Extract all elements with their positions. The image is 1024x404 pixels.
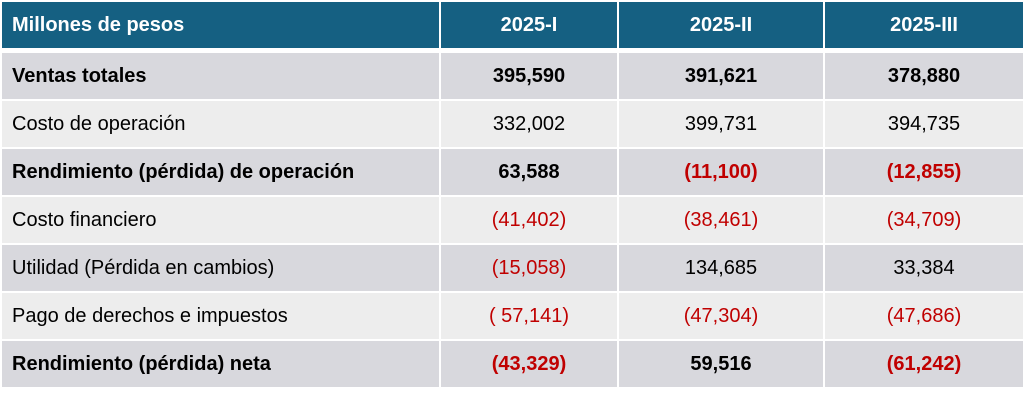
row-value: 33,384: [823, 243, 1023, 291]
row-value: (11,100): [617, 147, 823, 195]
row-value: (34,709): [823, 195, 1023, 243]
row-value: 378,880: [823, 48, 1023, 99]
row-label: Ventas totales: [2, 48, 439, 99]
header-row: Millones de pesos 2025-I 2025-II 2025-II…: [2, 2, 1023, 48]
row-value: 63,588: [439, 147, 617, 195]
row-value: 399,731: [617, 99, 823, 147]
row-value: (47,304): [617, 291, 823, 339]
row-value: (61,242): [823, 339, 1023, 387]
row-value: (47,686): [823, 291, 1023, 339]
row-derechos-impuestos: Pago de derechos e impuestos ( 57,141) (…: [2, 291, 1023, 339]
row-value: (12,855): [823, 147, 1023, 195]
row-label: Utilidad (Pérdida en cambios): [2, 243, 439, 291]
financial-results-table: Millones de pesos 2025-I 2025-II 2025-II…: [2, 2, 1023, 387]
header-period-1: 2025-I: [439, 2, 617, 48]
row-value: ( 57,141): [439, 291, 617, 339]
row-value: 391,621: [617, 48, 823, 99]
row-value: 59,516: [617, 339, 823, 387]
row-label: Pago de derechos e impuestos: [2, 291, 439, 339]
row-costo-financiero: Costo financiero (41,402) (38,461) (34,7…: [2, 195, 1023, 243]
row-ventas-totales: Ventas totales 395,590 391,621 378,880: [2, 48, 1023, 99]
row-value: 332,002: [439, 99, 617, 147]
row-label: Rendimiento (pérdida) neta: [2, 339, 439, 387]
row-utilidad-cambios: Utilidad (Pérdida en cambios) (15,058) 1…: [2, 243, 1023, 291]
header-label: Millones de pesos: [2, 2, 439, 48]
row-value: (38,461): [617, 195, 823, 243]
row-value: (41,402): [439, 195, 617, 243]
row-value: (43,329): [439, 339, 617, 387]
header-period-2: 2025-II: [617, 2, 823, 48]
header-period-3: 2025-III: [823, 2, 1023, 48]
row-value: (15,058): [439, 243, 617, 291]
row-value: 395,590: [439, 48, 617, 99]
row-rendimiento-operacion: Rendimiento (pérdida) de operación 63,58…: [2, 147, 1023, 195]
row-value: 134,685: [617, 243, 823, 291]
row-value: 394,735: [823, 99, 1023, 147]
row-costo-operacion: Costo de operación 332,002 399,731 394,7…: [2, 99, 1023, 147]
row-label: Rendimiento (pérdida) de operación: [2, 147, 439, 195]
row-label: Costo financiero: [2, 195, 439, 243]
row-label: Costo de operación: [2, 99, 439, 147]
row-rendimiento-neta: Rendimiento (pérdida) neta (43,329) 59,5…: [2, 339, 1023, 387]
